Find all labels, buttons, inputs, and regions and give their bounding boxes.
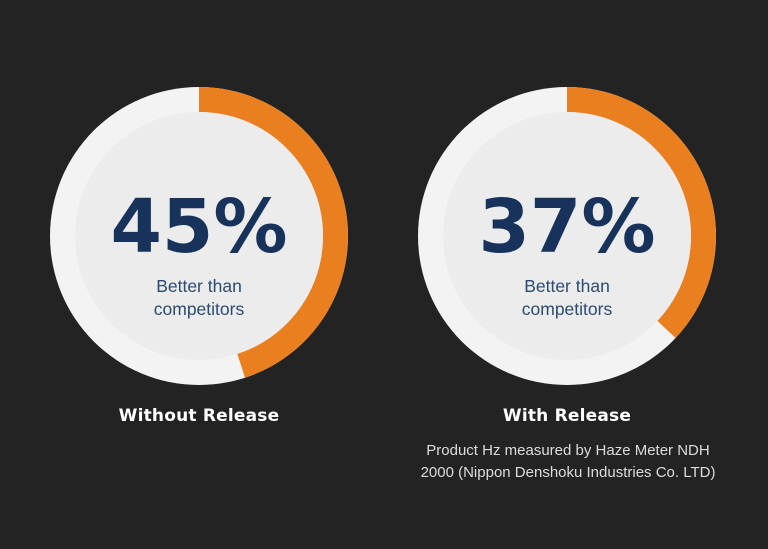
gauge-caption-without-release: Without Release [118,406,280,426]
gauge-value: 45% [110,184,287,270]
gauge-svg: 37% Better than competitors [418,87,716,385]
gauge-with-release: 37% Better than competitors [415,84,719,388]
gauge-svg: 45% Better than competitors [50,87,348,385]
measurement-footnote: Product Hz measured by Haze Meter NDH 20… [396,440,740,484]
gauge-subtitle-line-1: Better than [156,276,242,296]
footnote-line-1: Product Hz measured by Haze Meter NDH [426,442,710,459]
footnote-line-2: 2000 (Nippon Denshoku Industries Co. LTD… [420,464,716,481]
gauge-progress-arc [199,87,348,378]
gauge-value: 37% [478,184,655,270]
gauge-subtitle-line-1: Better than [524,276,610,296]
gauge-progress-arc [567,87,716,338]
gauge-subtitle-line-2: competitors [154,299,245,319]
gauge-subtitle-line-2: competitors [522,299,613,319]
gauge-inner-face [75,112,323,360]
gauge-without-release: 45% Better than competitors [47,84,351,388]
gauge-caption-with-release: With Release [502,406,632,426]
gauge-inner-face [443,112,691,360]
